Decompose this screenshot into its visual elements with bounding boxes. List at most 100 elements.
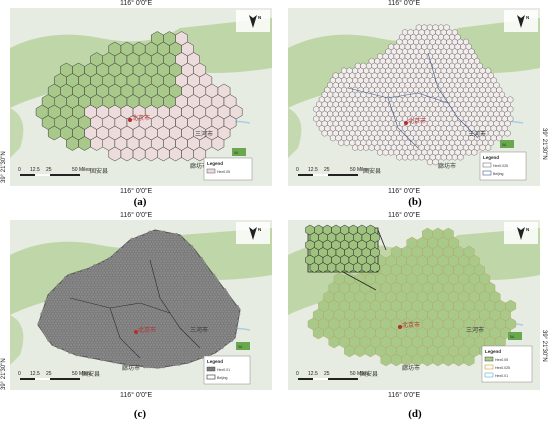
svg-text:Legend: Legend xyxy=(483,155,499,160)
hex-cell xyxy=(357,144,364,152)
hex-cell xyxy=(368,144,375,152)
svg-text:Hex0.01: Hex0.01 xyxy=(217,368,230,372)
svg-text:12.5: 12.5 xyxy=(30,167,40,173)
hex-cell xyxy=(59,345,63,350)
hex-cell xyxy=(75,352,79,357)
city-south-label: 廊坊市 xyxy=(190,162,208,170)
hex-cell xyxy=(212,350,216,354)
hex-cell xyxy=(407,153,414,161)
hex-cell xyxy=(191,357,195,362)
hex-cell xyxy=(344,262,354,273)
legend: Legend Hex0.05 xyxy=(203,157,253,181)
hex-cell xyxy=(353,262,363,273)
svg-text:Beijing: Beijing xyxy=(493,172,504,176)
hex-cell xyxy=(169,362,173,366)
svg-text:0: 0 xyxy=(18,167,21,173)
hex-cell xyxy=(361,262,371,273)
hex-cell xyxy=(187,360,191,364)
city-center-label: 北京市 xyxy=(132,114,150,122)
hex-cell xyxy=(77,352,81,357)
hex-cell xyxy=(382,148,389,156)
city-south-label: 廊坊市 xyxy=(402,364,420,372)
city-east-label: 三河市 xyxy=(466,326,484,334)
hex-cell xyxy=(451,153,458,161)
hex-cell xyxy=(156,364,160,369)
svg-text:12.5: 12.5 xyxy=(30,371,40,377)
coord-left: 39° 21'30"N xyxy=(1,358,7,390)
hex-cell xyxy=(193,146,207,162)
caption-d: (d) xyxy=(408,408,422,420)
legend: Legend Hex0.05 Hex0.025 Hex0.01 xyxy=(481,345,533,383)
hex-cell xyxy=(343,139,350,147)
svg-text:25: 25 xyxy=(324,371,330,377)
svg-text:25: 25 xyxy=(46,167,52,173)
hex-cell xyxy=(118,360,122,364)
north-arrow-icon xyxy=(517,15,525,28)
city-south-label: 廊坊市 xyxy=(122,364,140,372)
legend: Legend Hex0.01 Beijing xyxy=(203,355,251,385)
hex-cell xyxy=(112,360,116,364)
hex-cell xyxy=(162,364,166,369)
svg-text:0: 0 xyxy=(18,371,21,377)
hex-cell xyxy=(194,357,198,362)
hex-cell xyxy=(413,153,420,161)
hex-cell xyxy=(211,136,225,151)
svg-text:Legend: Legend xyxy=(485,349,501,354)
hex-cell xyxy=(496,134,503,142)
coord-bottom: 116° 0'0"E xyxy=(388,392,421,399)
hex-cell xyxy=(115,360,119,364)
svg-text:5A: 5A xyxy=(502,143,507,147)
hex-cell xyxy=(52,343,56,347)
svg-text:0: 0 xyxy=(296,371,299,377)
north-label: N xyxy=(258,15,261,20)
hex-cell xyxy=(172,362,176,366)
hex-cell xyxy=(151,364,155,369)
hex-cell xyxy=(90,355,94,359)
svg-text:Hex0.025: Hex0.025 xyxy=(495,366,510,370)
hex-cell xyxy=(402,153,408,161)
hex-cell xyxy=(102,357,106,362)
svg-text:Legend: Legend xyxy=(207,161,223,166)
coord-top: 116° 0'0"E xyxy=(388,0,421,7)
map-panel-b: N 北京市 三河市 廊坊市 固安县 0 12.5 25 50 Miles Leg… xyxy=(288,0,547,195)
map-a-svg: N 北京市 三河市 廊坊市 固安县 0 12.5 25 50 Miles Leg… xyxy=(10,8,272,186)
hex-cell xyxy=(370,262,380,273)
map-panel-c: N 北京市 三河市 廊坊市 固安县 0 12.5 25 50 Miles Leg… xyxy=(1,212,272,399)
hex-cell xyxy=(309,262,319,273)
hex-cell xyxy=(47,338,51,342)
hex-cell xyxy=(220,345,224,350)
hex-cell xyxy=(93,355,97,359)
hex-cell xyxy=(80,352,84,357)
coord-right: 39° 21'30"N xyxy=(541,330,547,362)
svg-text:5A: 5A xyxy=(234,151,239,155)
svg-text:50 Miles: 50 Miles xyxy=(72,371,91,377)
hex-cell xyxy=(226,340,230,345)
scale-bar: 0 12.5 25 50 Miles xyxy=(296,167,369,176)
hex-cell xyxy=(377,148,383,156)
hex-cell xyxy=(177,362,181,366)
coord-bottom: 116° 0'0"E xyxy=(388,188,421,195)
hex-cell xyxy=(418,153,425,161)
hex-cell xyxy=(64,348,67,352)
hex-cell xyxy=(166,362,170,366)
hex-cell xyxy=(108,357,112,362)
svg-text:5A: 5A xyxy=(510,335,515,339)
svg-text:Hex0.05: Hex0.05 xyxy=(217,170,230,174)
hex-cell xyxy=(321,129,328,137)
north-label: N xyxy=(258,227,261,232)
city-east-label: 三河市 xyxy=(195,130,213,138)
terrain-green-sw xyxy=(10,108,24,158)
north-arrow-icon xyxy=(249,15,257,28)
map-c-svg: N 北京市 三河市 廊坊市 固安县 0 12.5 25 50 Miles Leg… xyxy=(10,220,272,390)
svg-text:0: 0 xyxy=(296,167,299,173)
hex-cell xyxy=(95,355,99,359)
svg-text:50 Miles: 50 Miles xyxy=(350,371,369,377)
svg-text:Hex0.01: Hex0.01 xyxy=(495,374,508,378)
city-center-label: 北京市 xyxy=(138,326,156,334)
coord-top: 116° 0'0"E xyxy=(120,0,153,7)
svg-text:50 Miles: 50 Miles xyxy=(72,167,91,173)
hex-cell xyxy=(388,148,395,156)
hex-cell xyxy=(396,153,403,161)
hex-cell xyxy=(142,364,146,369)
svg-text:25: 25 xyxy=(324,167,330,173)
